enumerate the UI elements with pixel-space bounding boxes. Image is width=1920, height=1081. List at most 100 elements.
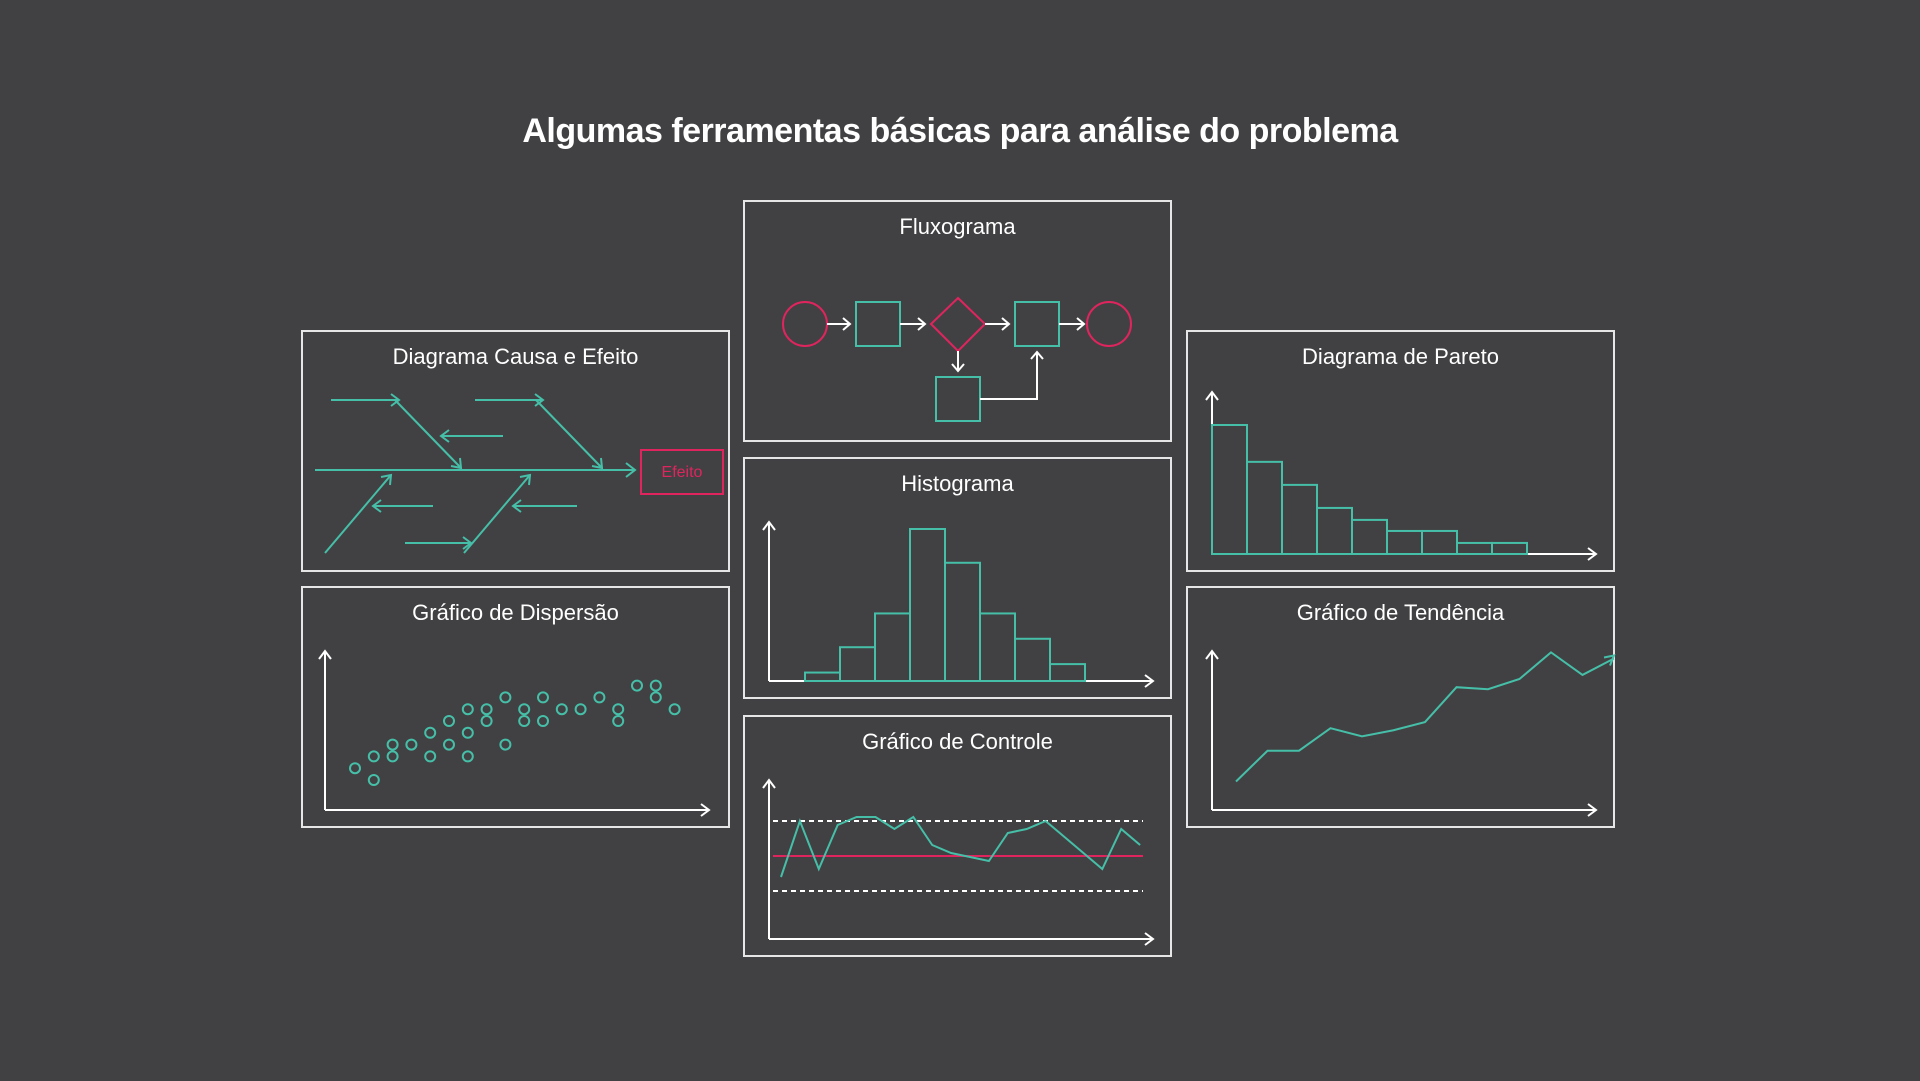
pareto-bar <box>1351 518 1388 556</box>
scatter-point <box>499 691 512 704</box>
scatter-point <box>631 679 643 692</box>
flow-arrowhead <box>842 317 852 331</box>
spine-arrowhead <box>625 462 637 478</box>
scatter-panel: Gráfico de Dispersão <box>301 586 730 828</box>
histogram-panel: Histograma <box>743 457 1172 699</box>
x-axis-arrowhead <box>700 803 711 817</box>
control-chart-panel: Gráfico de Controle <box>743 715 1172 957</box>
flow-arrowhead <box>951 363 965 373</box>
process-box-2 <box>1014 301 1060 347</box>
pareto-title: Diagrama de Pareto <box>1302 344 1499 369</box>
trend-series-line <box>1235 651 1615 783</box>
scatter-point <box>349 762 361 775</box>
histogram-bar <box>909 528 946 682</box>
histogram-bar <box>804 671 841 683</box>
histogram-bar <box>1049 663 1086 683</box>
histogram-bar <box>1014 637 1051 682</box>
start-node <box>782 301 828 347</box>
histogram-bar <box>979 612 1016 682</box>
histogram-bar <box>839 646 876 683</box>
trend-title: Gráfico de Tendência <box>1296 600 1505 625</box>
scatter-point <box>443 715 455 727</box>
ishikawa-title: Diagrama Causa e Efeito <box>392 344 639 369</box>
cause-arrowhead <box>439 429 450 443</box>
scatter-chart <box>318 649 711 817</box>
flowchart-title: Fluxograma <box>899 214 1016 239</box>
x-axis-arrowhead <box>1587 547 1598 561</box>
scatter-point <box>612 715 625 727</box>
histogram-bar <box>944 561 981 682</box>
scatter-point <box>518 715 531 727</box>
bone-lower-1 <box>324 474 392 554</box>
trend-arrowhead <box>1603 654 1616 666</box>
scatter-point <box>612 703 625 716</box>
pareto-bar <box>1316 506 1353 556</box>
page-title: Algumas ferramentas básicas para análise… <box>522 112 1398 150</box>
scatter-point <box>649 679 662 692</box>
control-series-line <box>780 815 1141 878</box>
flow-arrowhead <box>1001 317 1011 331</box>
pareto-bar <box>1421 529 1458 555</box>
scatter-point <box>574 703 587 716</box>
y-axis-arrowhead <box>1205 649 1219 660</box>
flow-return-arrow <box>980 352 1038 400</box>
ishikawa-panel: Diagrama Causa e Efeito Efeito <box>301 330 730 572</box>
flowchart <box>782 296 1132 422</box>
scatter-point <box>443 738 455 751</box>
scatter-point <box>367 750 380 763</box>
x-axis-arrowhead <box>1587 803 1598 817</box>
scatter-point <box>480 715 493 727</box>
scatter-point <box>668 703 681 716</box>
decision-node <box>929 296 987 353</box>
pareto-bar <box>1211 424 1248 555</box>
cause-arrowhead <box>534 393 545 407</box>
cause-arrowhead <box>371 499 382 513</box>
bone-upper-1 <box>394 399 462 469</box>
scatter-point <box>593 691 606 704</box>
scatter-point <box>386 750 399 763</box>
histogram-title: Histograma <box>901 471 1014 496</box>
bone-lower-2 <box>463 474 531 554</box>
trend-chart <box>1205 649 1616 817</box>
trend-panel: Gráfico de Tendência <box>1186 586 1616 828</box>
histogram-bar <box>874 612 911 682</box>
scatter-point <box>480 703 493 716</box>
bone-upper-2 <box>535 399 603 469</box>
effect-label: Efeito <box>662 464 703 481</box>
y-axis-arrowhead <box>762 520 776 531</box>
ishikawa-diagram: Efeito <box>315 393 724 554</box>
scatter-point <box>386 738 399 751</box>
control-chart <box>762 778 1155 946</box>
histogram-chart <box>762 520 1155 688</box>
pareto-bar <box>1281 483 1318 555</box>
end-node <box>1086 301 1132 347</box>
bone-arrowhead <box>380 473 393 486</box>
pareto-bar <box>1246 460 1283 556</box>
bone-arrowhead <box>591 457 604 470</box>
scatter-point <box>461 703 474 716</box>
effect-box <box>640 449 724 495</box>
pareto-chart <box>1205 390 1598 561</box>
scatter-point <box>461 726 474 739</box>
scatter-point <box>537 715 549 727</box>
flow-arrowhead <box>917 317 927 331</box>
scatter-point <box>367 774 380 786</box>
scatter-point <box>461 750 474 763</box>
bone-arrowhead <box>519 473 532 486</box>
process-box-3 <box>935 376 981 422</box>
y-axis-arrowhead <box>318 649 332 660</box>
scatter-point <box>649 691 662 704</box>
scatter-point <box>499 738 512 751</box>
process-box-1 <box>855 301 901 347</box>
scatter-point <box>405 738 418 751</box>
control-chart-title: Gráfico de Controle <box>862 729 1053 754</box>
scatter-point <box>555 703 568 716</box>
scatter-point <box>537 691 549 704</box>
cause-arrowhead <box>511 499 522 513</box>
flowchart-panel: Fluxograma <box>743 200 1172 442</box>
cause-arrowhead <box>462 536 473 550</box>
flow-arrowhead <box>1030 350 1044 360</box>
pareto-bar <box>1386 529 1423 555</box>
scatter-point <box>424 726 437 739</box>
y-axis-arrowhead <box>762 778 776 789</box>
